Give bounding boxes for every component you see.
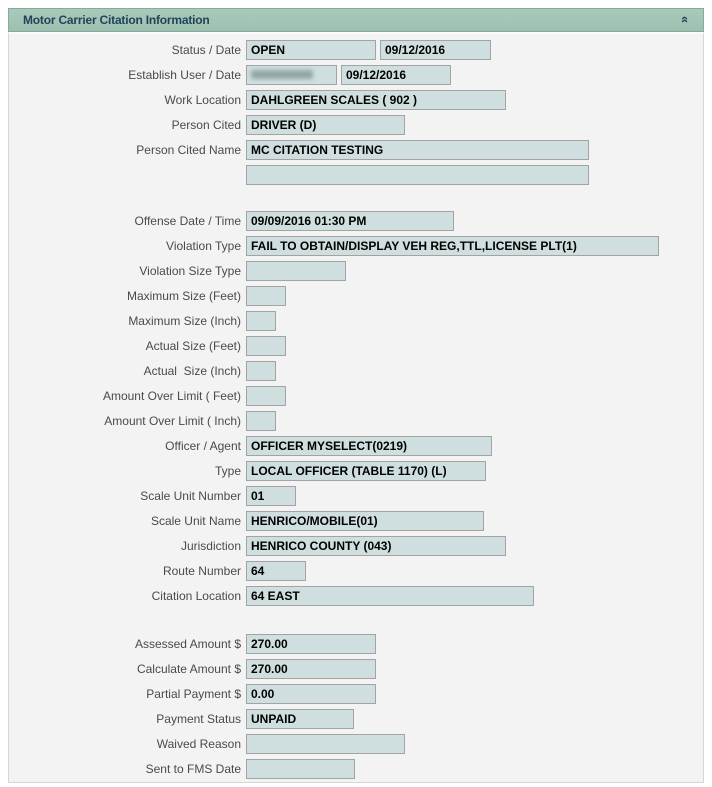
assessed-amount-field[interactable]: 270.00 bbox=[246, 634, 376, 654]
redacted-value bbox=[251, 70, 313, 79]
establish-user-date-field-2[interactable]: 09/12/2016 bbox=[341, 65, 451, 85]
form-row-jurisdiction: Jurisdiction HENRICO COUNTY (043) bbox=[9, 536, 703, 556]
form-row-citation-location: Citation Location 64 EAST bbox=[9, 586, 703, 606]
maximum-size-inch-label: Maximum Size (Inch) bbox=[128, 314, 241, 328]
panel-header: Motor Carrier Citation Information « bbox=[8, 8, 704, 32]
form-row-payment-status: Payment Status UNPAID bbox=[9, 709, 703, 729]
partial-payment-field[interactable]: 0.00 bbox=[246, 684, 376, 704]
sent-to-fms-date-field[interactable] bbox=[246, 759, 355, 779]
scale-unit-name-label: Scale Unit Name bbox=[150, 514, 241, 528]
form-row-maximum-size-inch: Maximum Size (Inch) bbox=[9, 311, 703, 331]
offense-date-time-label: Offense Date / Time bbox=[134, 214, 242, 228]
form-row-scale-unit-number: Scale Unit Number 01 bbox=[9, 486, 703, 506]
motor-carrier-citation-panel: Motor Carrier Citation Information « Sta… bbox=[8, 8, 704, 783]
officer-agent-field[interactable]: OFFICER MYSELECT(0219) bbox=[246, 436, 492, 456]
route-number-field[interactable]: 64 bbox=[246, 561, 306, 581]
form-row-status-date: Status / Date OPEN 09/12/2016 bbox=[9, 40, 703, 60]
citation-location-field[interactable]: 64 EAST bbox=[246, 586, 534, 606]
type-field[interactable]: LOCAL OFFICER (TABLE 1170) (L) bbox=[246, 461, 486, 481]
person-cited-label: Person Cited bbox=[171, 118, 241, 132]
scale-unit-number-label: Scale Unit Number bbox=[140, 489, 241, 503]
waived-reason-label: Waived Reason bbox=[156, 737, 241, 751]
violation-size-type-label: Violation Size Type bbox=[139, 264, 241, 278]
form-row-route-number: Route Number 64 bbox=[9, 561, 703, 581]
work-location-field[interactable]: DAHLGREEN SCALES ( 902 ) bbox=[246, 90, 506, 110]
maximum-size-inch-field[interactable] bbox=[246, 311, 276, 331]
waived-reason-field[interactable] bbox=[246, 734, 405, 754]
form-row-offense-date-time: Offense Date / Time 09/09/2016 01:30 PM bbox=[9, 211, 703, 231]
calculate-amount-label: Calculate Amount $ bbox=[136, 662, 241, 676]
amount-over-limit-inch-label: Amount Over Limit ( Inch) bbox=[104, 414, 241, 428]
form-row-work-location: Work Location DAHLGREEN SCALES ( 902 ) bbox=[9, 90, 703, 110]
form-row-partial-payment: Partial Payment $ 0.00 bbox=[9, 684, 703, 704]
status-date-label: Status / Date bbox=[171, 43, 241, 57]
violation-type-field[interactable]: FAIL TO OBTAIN/DISPLAY VEH REG,TTL,LICEN… bbox=[246, 236, 659, 256]
person-cited-name-field[interactable]: MC CITATION TESTING bbox=[246, 140, 589, 160]
form-row-waived-reason: Waived Reason bbox=[9, 734, 703, 754]
form-row-violation-type: Violation Type FAIL TO OBTAIN/DISPLAY VEH… bbox=[9, 236, 703, 256]
status-date-field-1[interactable]: OPEN bbox=[246, 40, 376, 60]
chevrons-up-icon: « bbox=[677, 16, 693, 24]
form-row-type: Type LOCAL OFFICER (TABLE 1170) (L) bbox=[9, 461, 703, 481]
payment-status-label: Payment Status bbox=[156, 712, 241, 726]
form-row-amount-over-limit-inch: Amount Over Limit ( Inch) bbox=[9, 411, 703, 431]
violation-type-label: Violation Type bbox=[166, 239, 241, 253]
form-row-establish-user-date: Establish User / Date 09/12/2016 bbox=[9, 65, 703, 85]
jurisdiction-field[interactable]: HENRICO COUNTY (043) bbox=[246, 536, 506, 556]
amount-over-limit-feet-label: Amount Over Limit ( Feet) bbox=[102, 389, 241, 403]
person-cited-name-2-field[interactable] bbox=[246, 165, 589, 185]
form-row-sent-to-fms-date: Sent to FMS Date bbox=[9, 759, 703, 779]
form-row-maximum-size-feet: Maximum Size (Feet) bbox=[9, 286, 703, 306]
scale-unit-number-field[interactable]: 01 bbox=[246, 486, 296, 506]
actual-size-feet-label: Actual Size (Feet) bbox=[145, 339, 241, 353]
form-rows: Status / Date OPEN 09/12/2016 Establish Use… bbox=[9, 40, 703, 779]
assessed-amount-label: Assessed Amount $ bbox=[134, 637, 241, 651]
form-row-officer-agent: Officer / Agent OFFICER MYSELECT(0219) bbox=[9, 436, 703, 456]
type-label: Type bbox=[214, 464, 241, 478]
sent-to-fms-date-label: Sent to FMS Date bbox=[145, 762, 241, 776]
establish-user-date-label: Establish User / Date bbox=[128, 68, 241, 82]
work-location-label: Work Location bbox=[164, 93, 241, 107]
payment-status-field[interactable]: UNPAID bbox=[246, 709, 354, 729]
person-cited-field[interactable]: DRIVER (D) bbox=[246, 115, 405, 135]
panel-title: Motor Carrier Citation Information bbox=[23, 13, 210, 27]
jurisdiction-label: Jurisdiction bbox=[180, 539, 241, 553]
amount-over-limit-inch-field[interactable] bbox=[246, 411, 276, 431]
status-date-field-2[interactable]: 09/12/2016 bbox=[380, 40, 491, 60]
violation-size-type-field[interactable] bbox=[246, 261, 346, 281]
collapse-panel-button[interactable]: « bbox=[677, 13, 693, 26]
person-cited-name-label: Person Cited Name bbox=[136, 143, 241, 157]
partial-payment-label: Partial Payment $ bbox=[146, 687, 241, 701]
calculate-amount-field[interactable]: 270.00 bbox=[246, 659, 376, 679]
scale-unit-name-field[interactable]: HENRICO/MOBILE(01) bbox=[246, 511, 484, 531]
route-number-label: Route Number bbox=[162, 564, 241, 578]
maximum-size-feet-label: Maximum Size (Feet) bbox=[126, 289, 241, 303]
officer-agent-label: Officer / Agent bbox=[165, 439, 241, 453]
actual-size-inch-label: Actual Size (Inch) bbox=[143, 364, 241, 378]
amount-over-limit-feet-field[interactable] bbox=[246, 386, 286, 406]
actual-size-feet-field[interactable] bbox=[246, 336, 286, 356]
form-row-person-cited: Person Cited DRIVER (D) bbox=[9, 115, 703, 135]
form-row-person-cited-name: Person Cited Name MC CITATION TESTING bbox=[9, 140, 703, 160]
form-row-amount-over-limit-feet: Amount Over Limit ( Feet) bbox=[9, 386, 703, 406]
form-row-calculate-amount: Calculate Amount $ 270.00 bbox=[9, 659, 703, 679]
offense-date-time-field[interactable]: 09/09/2016 01:30 PM bbox=[246, 211, 454, 231]
citation-location-label: Citation Location bbox=[151, 589, 241, 603]
form-row-actual-size-feet: Actual Size (Feet) bbox=[9, 336, 703, 356]
maximum-size-feet-field[interactable] bbox=[246, 286, 286, 306]
form-row-actual-size-inch: Actual Size (Inch) bbox=[9, 361, 703, 381]
form-row-violation-size-type: Violation Size Type bbox=[9, 261, 703, 281]
panel-body: Status / Date OPEN 09/12/2016 Establish Use… bbox=[8, 32, 704, 783]
form-row-scale-unit-name: Scale Unit Name HENRICO/MOBILE(01) bbox=[9, 511, 703, 531]
form-row-person-cited-name-2 bbox=[9, 165, 703, 185]
form-row-assessed-amount: Assessed Amount $ 270.00 bbox=[9, 634, 703, 654]
actual-size-inch-field[interactable] bbox=[246, 361, 276, 381]
establish-user-date-field-1[interactable] bbox=[246, 65, 337, 85]
